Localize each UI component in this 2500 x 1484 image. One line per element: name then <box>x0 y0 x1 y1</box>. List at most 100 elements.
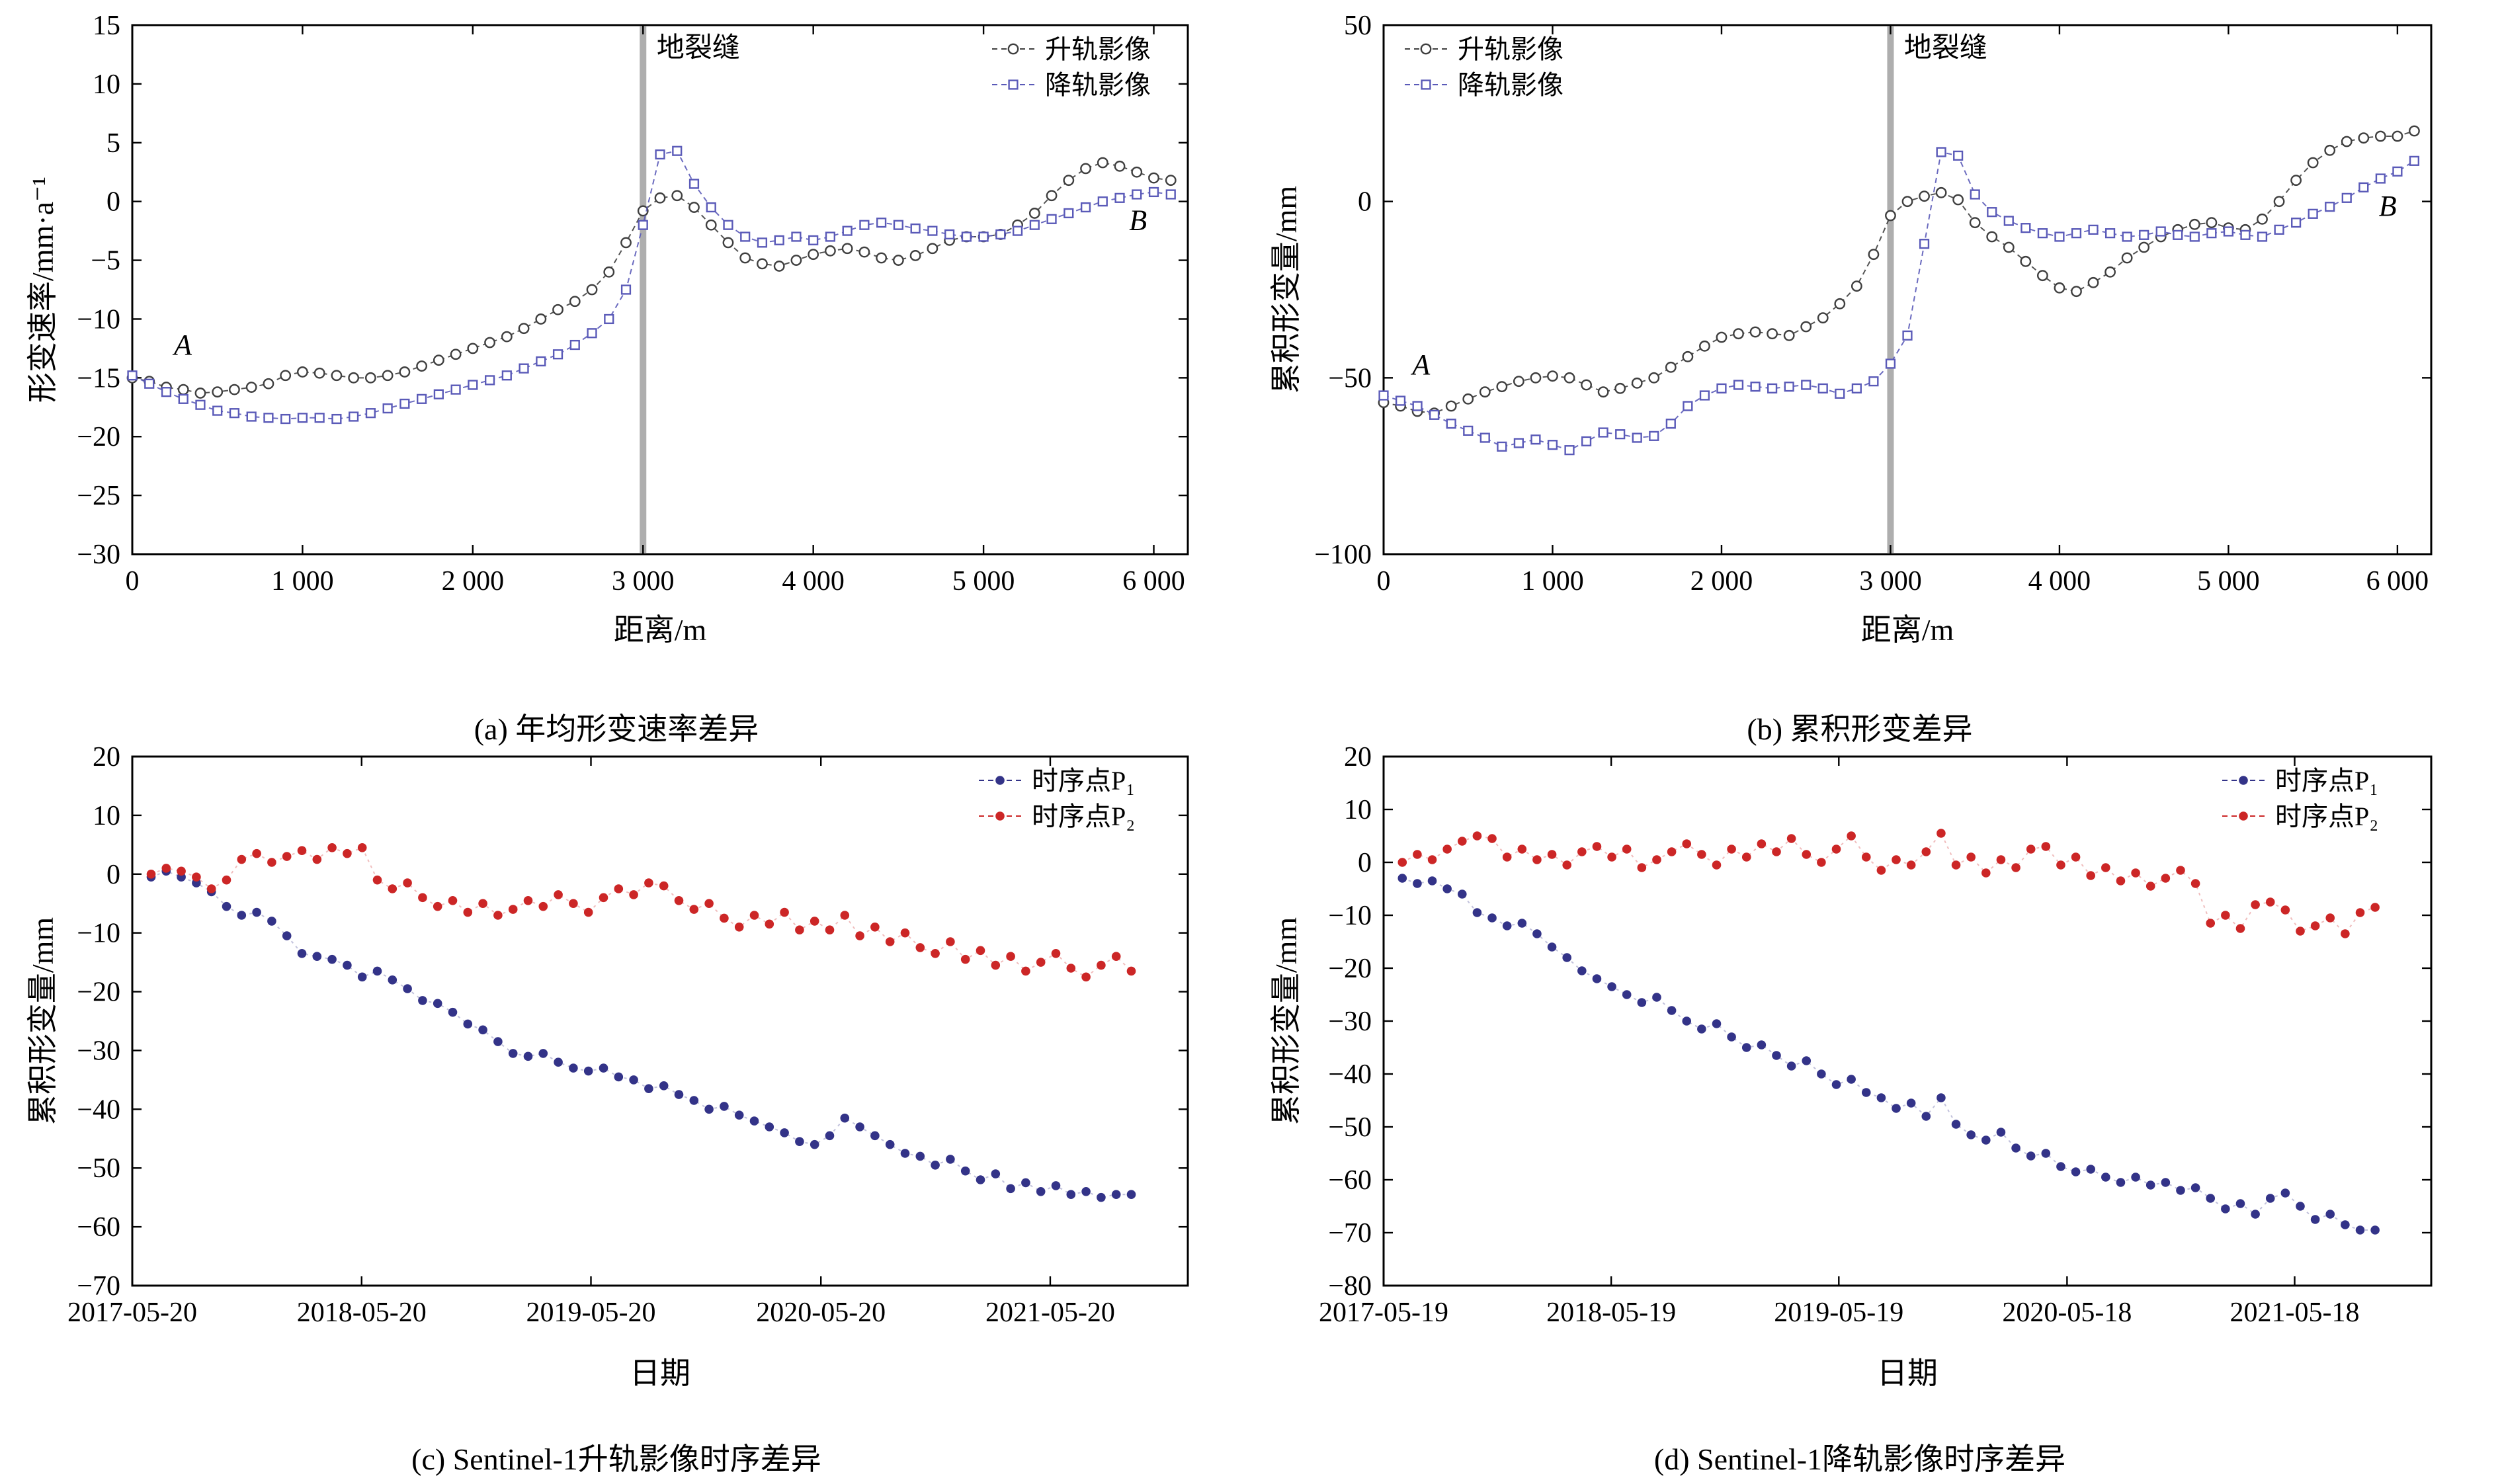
marker-square <box>536 356 546 367</box>
marker-dot <box>734 1110 744 1120</box>
marker-dot <box>1472 908 1482 917</box>
marker-dot <box>1577 847 1587 856</box>
marker-square <box>757 237 768 248</box>
series-line <box>132 161 1171 394</box>
marker-dot <box>1697 850 1706 859</box>
series-line <box>1383 151 2415 451</box>
marker-dot <box>1442 845 1452 854</box>
marker-circle <box>892 255 904 266</box>
marker-circle <box>2020 255 2032 267</box>
marker-circle <box>2003 241 2015 253</box>
marker-dot <box>2206 919 2216 928</box>
marker-square <box>212 405 223 416</box>
series-line <box>1383 130 2415 414</box>
marker-dot <box>915 1151 925 1161</box>
series-0 <box>146 866 1136 1202</box>
x-tick-label: 3 000 <box>612 566 675 597</box>
marker-dot <box>1562 953 1571 962</box>
x-axis-label: 日期 <box>630 1356 690 1390</box>
marker-dot <box>1547 850 1557 859</box>
marker-circle <box>2087 276 2099 288</box>
marker-dot <box>357 972 367 982</box>
y-tick-label: −40 <box>77 1094 120 1125</box>
marker-dot <box>2011 1143 2021 1153</box>
marker-square <box>688 179 700 189</box>
marker-dot <box>1547 942 1557 952</box>
marker-square <box>995 229 1006 240</box>
axes: 地裂缝 0 1 000 2 000 3 000 4 000 5 000 6 000 15 10 5 0… <box>26 11 1189 647</box>
marker-dot <box>343 960 352 970</box>
marker-dot <box>2280 1188 2290 1198</box>
y-tick-label: −70 <box>1328 1218 1372 1249</box>
marker-dot <box>1532 929 1542 938</box>
marker-dot <box>720 913 729 923</box>
marker-dot <box>629 890 638 899</box>
marker-dot <box>885 1139 895 1149</box>
panel-b: 地裂缝 0 1 000 2 000 3 000 4 000 5 000 6 000 50 0 −50… <box>1265 5 2455 748</box>
y-tick-label: 0 <box>106 860 120 890</box>
marker-square <box>1097 196 1108 207</box>
marker-dot <box>1741 852 1751 862</box>
panel-c: 2017-05-20 2018-05-20 2019-05-20 2020-05-20… <box>21 735 1212 1478</box>
marker-circle <box>2374 130 2386 142</box>
marker-dot <box>372 875 382 885</box>
marker-square <box>1953 150 1964 161</box>
panel-d: 2017-05-19 2018-05-19 2019-05-19 2020-05-18… <box>1265 735 2455 1478</box>
marker-dot <box>1413 850 1422 859</box>
marker-dot <box>720 1102 729 1111</box>
series-line <box>1401 878 2376 1231</box>
x-tick-label: 0 <box>1377 566 1391 597</box>
marker-dot <box>734 922 744 932</box>
marker-dot <box>312 854 322 864</box>
marker-circle <box>569 296 581 308</box>
marker-dot <box>780 907 789 917</box>
series-0 <box>1378 125 2420 419</box>
marker-dot <box>554 1057 563 1067</box>
marker-circle <box>280 370 292 382</box>
y-tick-label: 50 <box>1344 11 1372 41</box>
marker-circle <box>348 372 360 384</box>
marker-square <box>910 223 921 234</box>
marker-circle <box>1749 326 1761 338</box>
marker-dot <box>2355 1225 2365 1235</box>
marker-dot <box>1981 1135 1991 1145</box>
marker-dot <box>870 922 880 932</box>
marker-square <box>1029 220 1040 230</box>
marker-dot <box>1741 1043 1751 1052</box>
marker-square <box>1750 382 1761 392</box>
marker-circle <box>2071 286 2082 298</box>
marker-dot <box>2325 1210 2335 1219</box>
marker-dot <box>2239 811 2248 821</box>
marker-dot <box>267 858 276 867</box>
x-tick-label: 2020-05-18 <box>2002 1298 2132 1328</box>
marker-dot <box>1081 1186 1091 1196</box>
marker-dot <box>493 911 503 920</box>
marker-dot <box>674 895 684 905</box>
marker-dot <box>2176 1186 2185 1195</box>
panel-a: 地裂缝 0 1 000 2 000 3 000 4 000 5 000 6 000 15 10 5 0… <box>21 5 1212 748</box>
marker-dot <box>644 878 653 887</box>
legend-label: 时序点P₂ <box>2275 802 2378 831</box>
y-tick-label: −20 <box>1328 954 1372 984</box>
marker-dot <box>327 954 337 964</box>
x-tick-label: 4 000 <box>2028 566 2091 597</box>
marker-dot <box>1427 876 1437 886</box>
marker-square <box>501 370 512 381</box>
marker-square <box>195 399 206 410</box>
caption-c: (c) Sentinel-1升轨影像时序差异 <box>411 1443 821 1476</box>
marker-circle <box>2392 130 2403 142</box>
marker-dot <box>991 960 1001 970</box>
marker-square <box>808 235 819 245</box>
marker-dot <box>749 1116 759 1126</box>
marker-circle <box>637 205 649 217</box>
marker-dot <box>2101 863 2110 872</box>
x-tick-label: 2019-05-20 <box>526 1298 656 1328</box>
marker-dot <box>508 1049 518 1058</box>
marker-dot <box>991 1169 1001 1178</box>
marker-dot <box>1772 847 1781 856</box>
marker-dot <box>1667 847 1677 856</box>
marker-dot <box>1652 855 1661 864</box>
marker-circle <box>2273 196 2285 208</box>
marker-square <box>2037 228 2048 239</box>
marker-dot <box>2251 1210 2260 1219</box>
